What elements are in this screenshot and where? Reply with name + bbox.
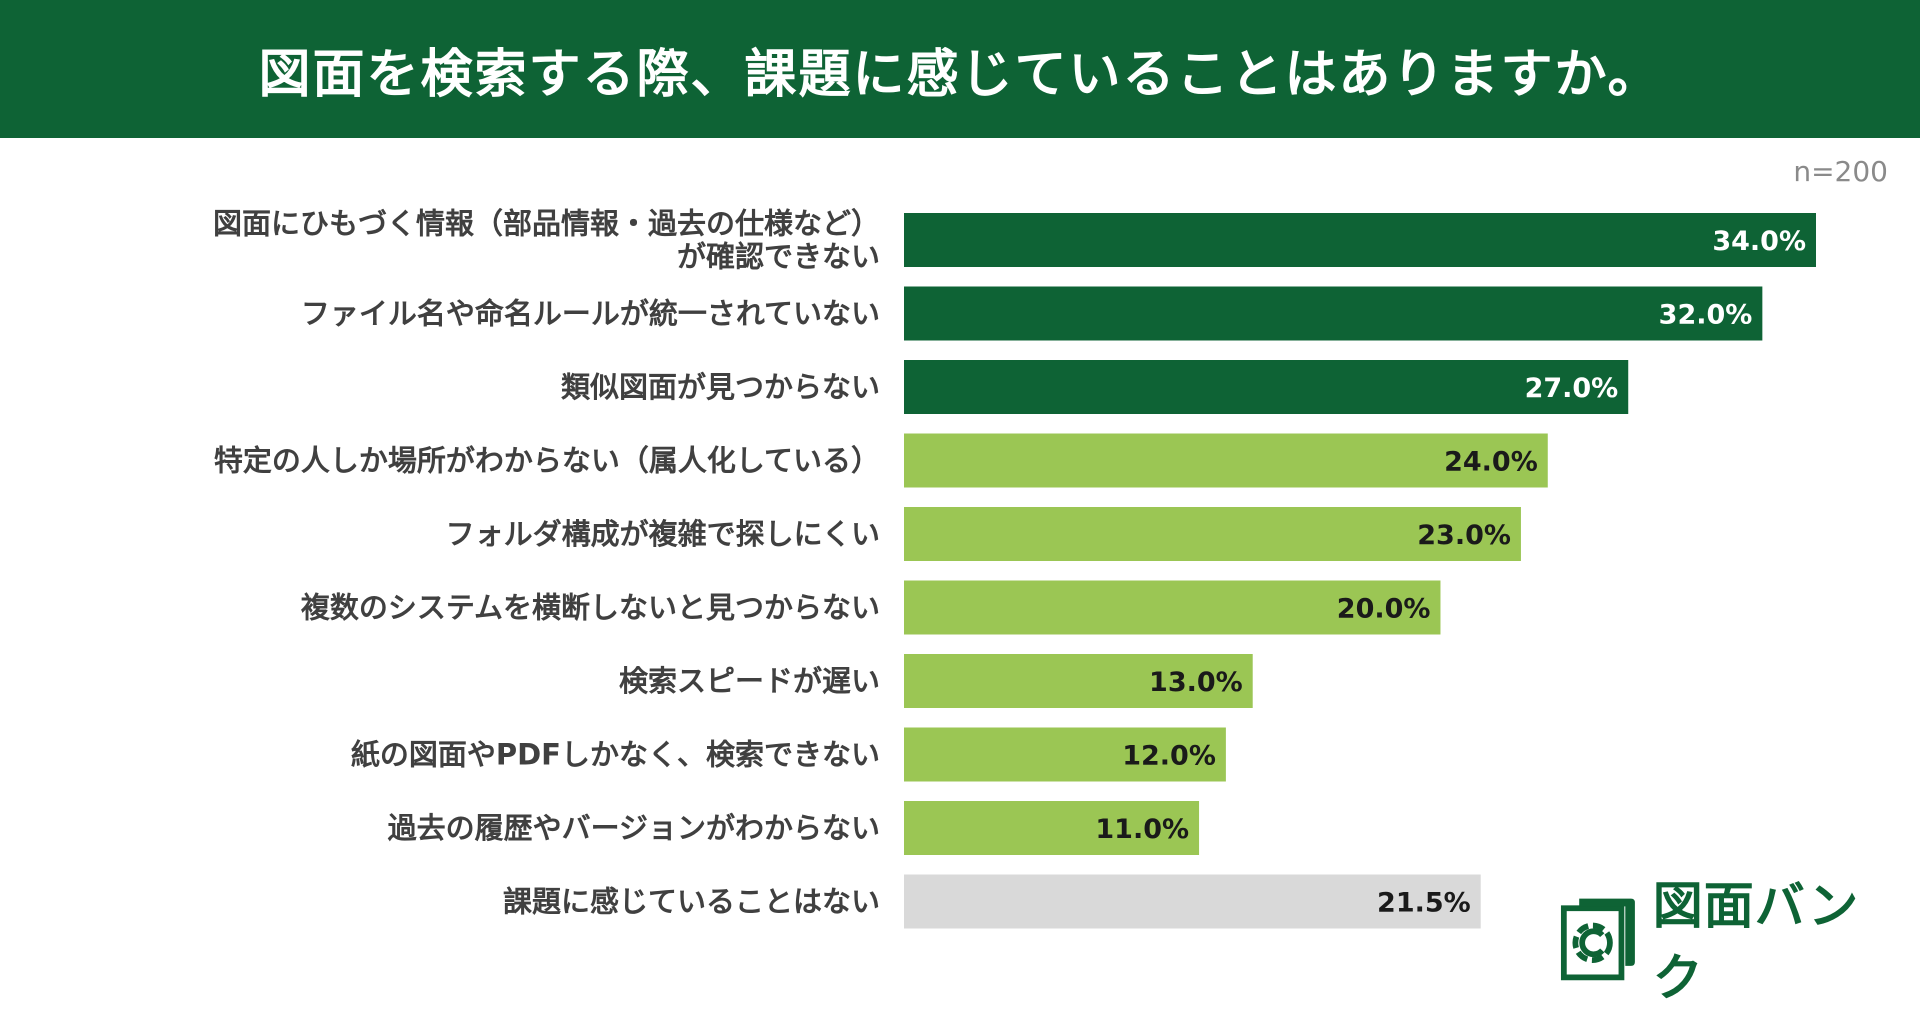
- bar-9: [904, 801, 1200, 855]
- value-label-3: 27.0%: [1525, 373, 1619, 404]
- bar-4: [904, 433, 1548, 488]
- category-label-6: 複数のシステムを横断しないと見つからない: [301, 591, 880, 625]
- bar-5: [904, 507, 1521, 561]
- bar-8: [904, 727, 1226, 782]
- category-label-9: 過去の履歴やバージョンがわからない: [388, 811, 880, 845]
- category-label-1: 図面にひもづく情報（部品情報・過去の仕様など）が確認できない: [213, 207, 880, 274]
- gear-c-icon: [1560, 898, 1635, 980]
- category-label-4: 特定の人しか場所がわからない（属人化している）: [214, 444, 880, 478]
- value-label-10: 21.5%: [1377, 888, 1471, 919]
- bar-1: [904, 213, 1816, 267]
- bar-3: [904, 360, 1629, 414]
- value-label-9: 11.0%: [1095, 814, 1189, 845]
- category-label-5: フォルダ構成が複雑で探しにくい: [446, 517, 880, 551]
- category-label-8: 紙の図面やPDFしかなく、検索できない: [351, 738, 880, 772]
- value-label-6: 20.0%: [1337, 594, 1431, 625]
- bar-2: [904, 286, 1763, 341]
- chart-title: 図面を検索する際、課題に感じていることはありますか。: [258, 44, 1662, 105]
- category-label-7: 検索スピードが遅い: [619, 664, 880, 698]
- value-label-5: 23.0%: [1417, 520, 1511, 551]
- value-label-8: 12.0%: [1122, 741, 1216, 772]
- sample-size: n=200: [1793, 155, 1888, 188]
- value-label-1: 34.0%: [1712, 226, 1806, 257]
- logo: 図面バンク: [1560, 877, 1900, 1007]
- value-label-2: 32.0%: [1659, 300, 1753, 331]
- category-label-10: 課題に感じていることはない: [503, 885, 880, 919]
- bar-10: [904, 874, 1481, 929]
- category-label-2: ファイル名や命名ルールが統一されていない: [301, 297, 880, 331]
- title-banner: 図面を検索する際、課題に感じていることはありますか。: [0, 0, 1920, 138]
- bar-7: [904, 654, 1253, 708]
- category-label-3: 類似図面が見つからない: [561, 370, 880, 404]
- value-label-7: 13.0%: [1149, 667, 1243, 698]
- bar-6: [904, 580, 1441, 635]
- logo-text: 図面バンク: [1652, 876, 1860, 1007]
- value-label-4: 24.0%: [1444, 447, 1538, 478]
